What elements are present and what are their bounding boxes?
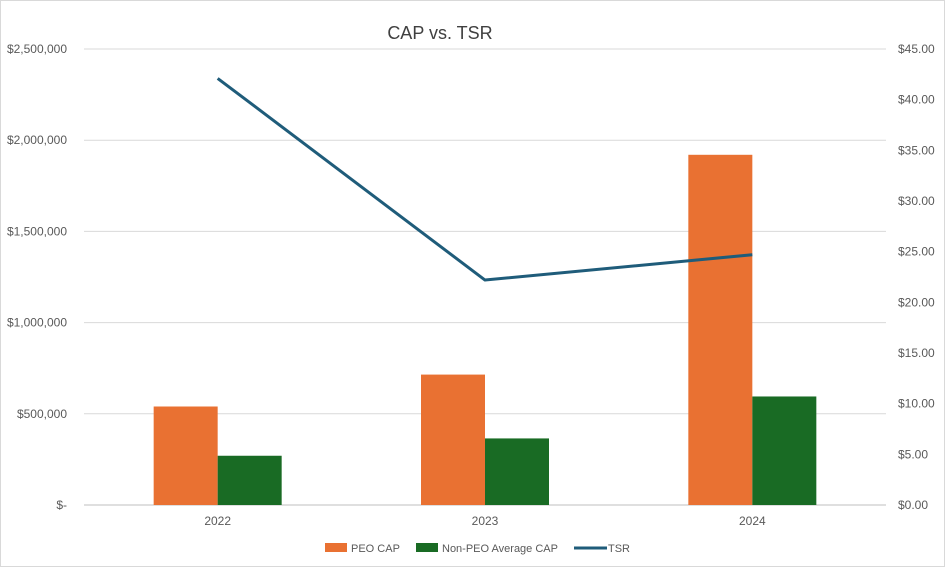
left-axis-tick-label: $1,500,000	[7, 224, 67, 238]
legend-label: PEO CAP	[351, 543, 400, 555]
right-axis: $0.00 $5.00 $10.00 $15.00 $20.00 $25.00 $30.00…	[898, 42, 935, 512]
right-axis-tick-label: $35.00	[898, 143, 935, 157]
right-axis-tick-label: $10.00	[898, 397, 935, 411]
x-axis-tick-label: 2023	[472, 514, 499, 528]
right-axis-tick-label: $5.00	[898, 447, 928, 461]
x-axis-tick-label: 2024	[739, 514, 766, 528]
peo-cap-bar	[421, 374, 485, 505]
right-axis-tick-label: $25.00	[898, 245, 935, 259]
right-axis-tick-label: $20.00	[898, 295, 935, 309]
right-axis-tick-label: $40.00	[898, 93, 935, 107]
x-axis-tick-label: 2022	[204, 514, 231, 528]
left-axis-tick-label: $1,000,000	[7, 316, 67, 330]
left-axis: $- $500,000 $1,000,000 $1,500,000 $2,000,000…	[7, 42, 67, 512]
tsr-line	[216, 77, 753, 282]
legend-swatch	[325, 543, 347, 552]
legend: PEO CAP Non-PEO Average CAP TSR	[325, 543, 630, 555]
peo-cap-bar	[153, 406, 218, 505]
non-peo-cap-bar	[217, 455, 282, 505]
left-axis-tick-label: $2,500,000	[7, 42, 67, 56]
x-axis: 2022 2023 2024	[204, 514, 766, 528]
left-axis-tick-label: $2,000,000	[7, 133, 67, 147]
right-axis-tick-label: $15.00	[898, 346, 935, 360]
legend-swatch	[416, 543, 438, 552]
right-axis-tick-label: $45.00	[898, 42, 935, 56]
tsr-line-group	[216, 77, 753, 282]
non-peo-cap-bar	[752, 396, 817, 505]
right-axis-tick-label: $30.00	[898, 194, 935, 208]
chart-title: CAP vs. TSR	[387, 23, 492, 43]
legend-label: Non-PEO Average CAP	[442, 543, 558, 555]
left-axis-tick-label: $-	[56, 498, 67, 512]
left-axis-tick-label: $500,000	[17, 407, 67, 421]
peo-cap-bar	[688, 154, 753, 506]
non-peo-cap-bar	[485, 438, 549, 505]
bars	[153, 154, 817, 506]
right-axis-tick-label: $0.00	[898, 498, 928, 512]
legend-label: TSR	[608, 543, 630, 555]
